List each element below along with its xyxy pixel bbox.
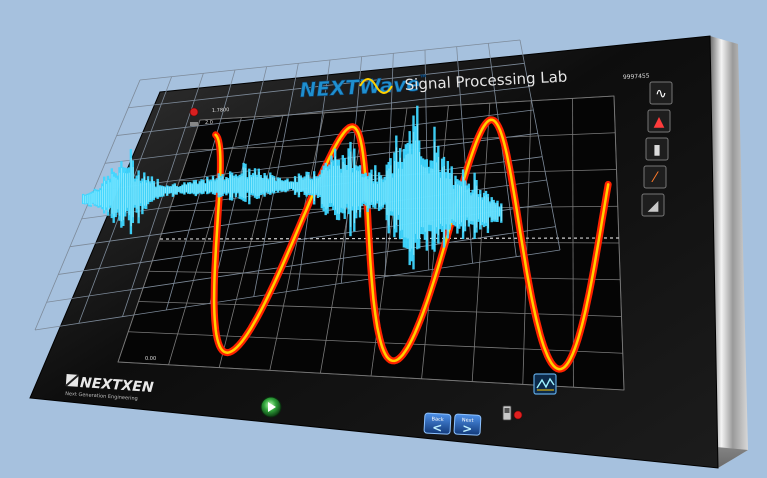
waveform-tool-icon[interactable]: ∿: [649, 81, 673, 105]
back-arrow-icon: <: [432, 420, 443, 435]
back-label: Back: [431, 416, 444, 423]
trace-label-top: 1.7800: [212, 107, 230, 114]
svg-text:◢: ◢: [648, 198, 659, 214]
scope-view-button[interactable]: [533, 373, 557, 395]
next-arrow-icon: >: [462, 421, 473, 436]
svg-text:⁄: ⁄: [651, 170, 659, 186]
filter-tool-icon[interactable]: ▮: [645, 137, 669, 161]
svg-text:▮: ▮: [653, 142, 661, 158]
record-indicator-icon[interactable]: [189, 107, 199, 117]
company-name: NEXTXEN: [79, 375, 154, 396]
scope-icon: [536, 377, 555, 389]
channel-indicator-icon: [190, 122, 198, 126]
power-switch[interactable]: [502, 405, 523, 421]
sine-trace: [210, 116, 612, 373]
play-icon: [268, 402, 276, 412]
company-logo: NEXTXEN Next Generation Engineering: [65, 373, 154, 402]
back-button[interactable]: Back <: [423, 412, 452, 435]
next-label: Next: [462, 417, 474, 424]
spectrogram-waveform: [82, 105, 503, 270]
axis-bottom-label: 0.00: [145, 356, 156, 362]
wave-logo-icon: [359, 78, 393, 94]
power-led-icon: [513, 410, 523, 420]
trace-marker: 2.0: [205, 120, 213, 126]
next-button[interactable]: Next >: [453, 413, 482, 436]
side-toolbar: ∿ ▲ ▮ ⁄ ◢: [641, 81, 673, 217]
company-tagline: Next Generation Engineering: [65, 391, 138, 402]
ramp-tool-icon[interactable]: ◢: [641, 193, 665, 217]
signal-tool-icon[interactable]: ▲: [647, 109, 671, 133]
svg-text:▲: ▲: [654, 114, 665, 130]
top-readout: 9997455: [623, 73, 650, 81]
slope-tool-icon[interactable]: ⁄: [643, 165, 667, 189]
play-button[interactable]: [260, 396, 282, 418]
status-indicators: 1.7800 2.0 0.00: [145, 107, 230, 362]
svg-text:∿: ∿: [655, 86, 667, 102]
